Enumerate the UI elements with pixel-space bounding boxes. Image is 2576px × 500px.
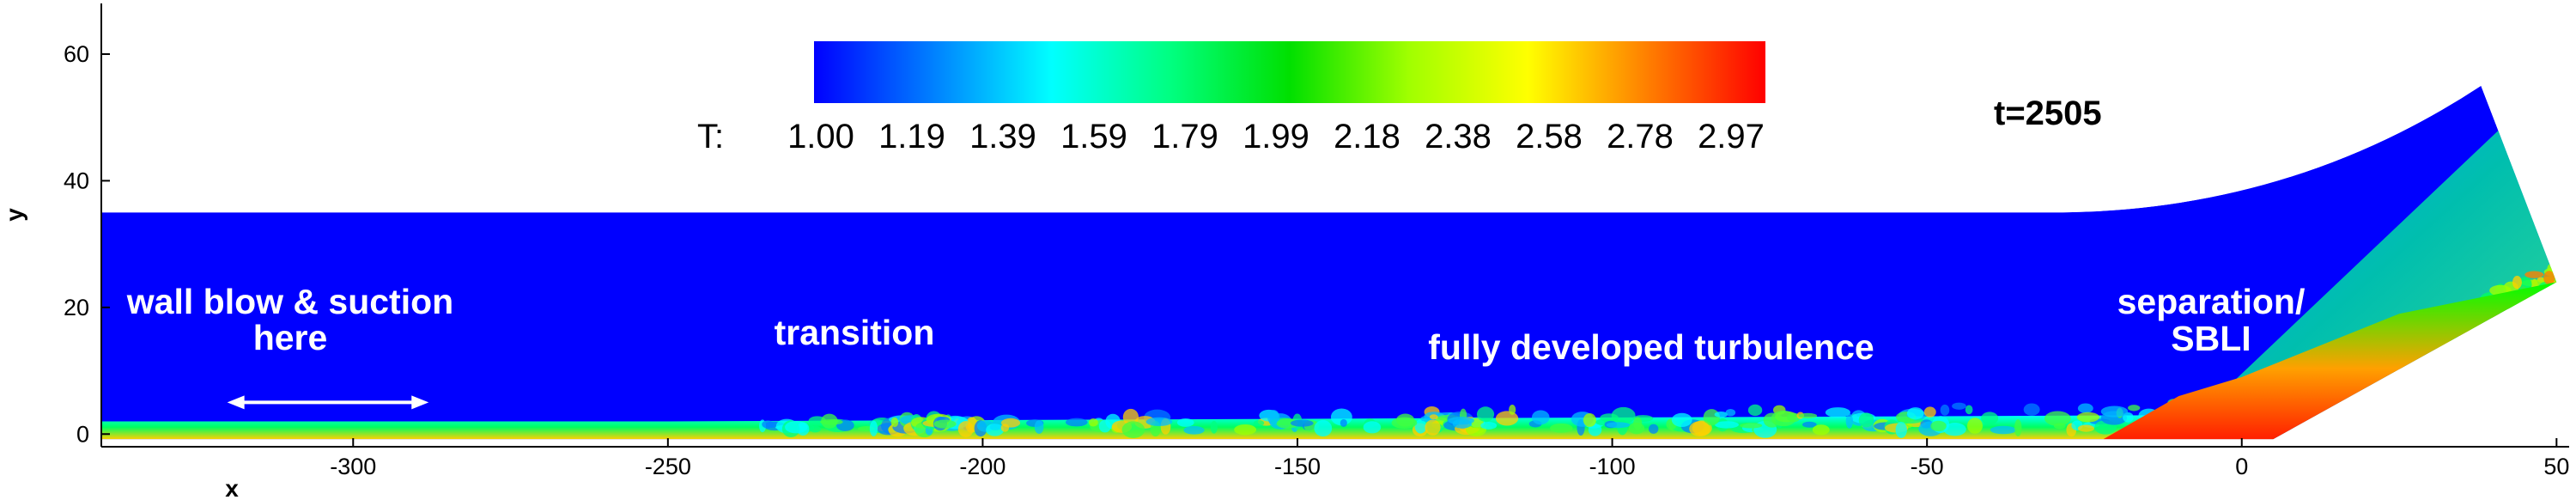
x-tick-label: -250 xyxy=(645,454,691,479)
colorbar-tick-label: 2.58 xyxy=(1516,118,1583,155)
colorbar-tick-label: 1.99 xyxy=(1242,118,1309,155)
colorbar-tick-label: 2.18 xyxy=(1334,118,1400,155)
colorbar: T: 1.00 1.19 1.39 1.59 1.79 1.99 2.18 2.38 2.58 2… xyxy=(697,41,1765,155)
annotation-separation-line2: SBLI xyxy=(2171,319,2251,358)
arrow-head-right xyxy=(411,395,429,410)
colorbar-tick-label: 2.78 xyxy=(1607,118,1674,155)
freestream-region xyxy=(101,85,2557,440)
y-axis-ticks: 0 20 40 60 xyxy=(64,41,110,447)
annotation-transition: transition xyxy=(775,313,935,352)
colorbar-tick-labels: 1.00 1.19 1.39 1.59 1.79 1.99 2.18 2.38 2.58 2.78… xyxy=(787,118,1765,155)
colorbar-label: T: xyxy=(697,118,724,155)
arrow-head-left xyxy=(227,395,245,410)
annotation-wall-blow-line2: here xyxy=(253,318,328,357)
axes: -300 -250 -200 -150 -100 -50 0 50 0 20 40 60 x y xyxy=(1,3,2569,500)
flow-domain xyxy=(101,85,2557,440)
shock-layer xyxy=(2191,111,2557,440)
annotations: wall blow & suction here transition full… xyxy=(126,282,2306,410)
colorbar-bar xyxy=(814,41,1765,103)
colorbar-tick-label: 1.79 xyxy=(1151,118,1218,155)
colorbar-tick-label: 1.19 xyxy=(878,118,945,155)
annotation-separation-line1: separation/ xyxy=(2117,282,2306,321)
colorbar-tick-label: 1.59 xyxy=(1060,118,1127,155)
x-tick-label: 50 xyxy=(2543,454,2569,479)
colorbar-tick-label: 2.38 xyxy=(1425,118,1492,155)
annotation-turbulence: fully developed turbulence xyxy=(1428,327,1874,367)
y-axis-label: y xyxy=(1,208,27,222)
separation-region xyxy=(2103,282,2557,440)
y-tick-label: 40 xyxy=(64,168,89,193)
time-label: t=2505 xyxy=(1994,95,2102,132)
x-tick-label: -100 xyxy=(1589,454,1636,479)
y-tick-label: 0 xyxy=(76,421,89,447)
colorbar-tick-label: 1.00 xyxy=(787,118,854,155)
y-tick-label: 60 xyxy=(64,41,89,67)
y-tick-label: 20 xyxy=(64,295,89,320)
x-tick-label: -150 xyxy=(1274,454,1321,479)
x-tick-label: -200 xyxy=(959,454,1005,479)
double-arrow xyxy=(227,395,429,410)
annotation-wall-blow-line1: wall blow & suction xyxy=(126,282,453,321)
x-tick-label: -300 xyxy=(330,454,376,479)
x-axis-ticks: -300 -250 -200 -150 -100 -50 0 50 xyxy=(330,438,2569,479)
x-tick-label: -50 xyxy=(1911,454,1944,479)
x-axis-label: x xyxy=(225,475,239,500)
colorbar-tick-label: 2.97 xyxy=(1698,118,1765,155)
x-tick-label: 0 xyxy=(2235,454,2248,479)
colorbar-tick-label: 1.39 xyxy=(969,118,1036,155)
